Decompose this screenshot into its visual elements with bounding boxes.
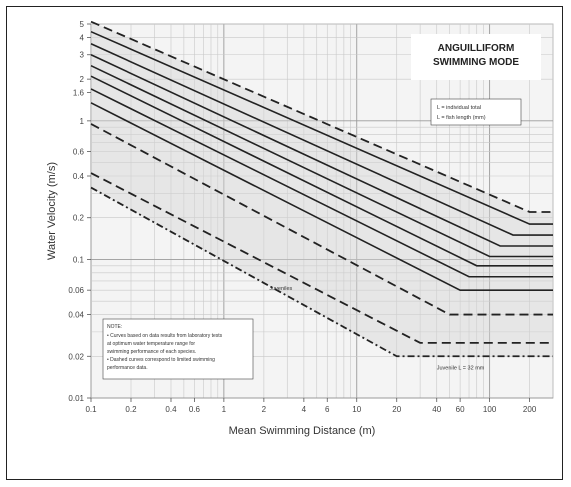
x-tick-label: 4 (302, 405, 307, 414)
series-line-9 (90, 172, 553, 344)
y-tick-label: 0.02 (68, 352, 84, 361)
x-tick-label: 0.4 (165, 405, 177, 414)
x-tick-label: 0.1 (85, 405, 97, 414)
series-line-7 (90, 102, 553, 291)
x-tick-label: 40 (432, 405, 441, 414)
x-tick-label: 0.6 (189, 405, 201, 414)
note-line: swimming performance of each species. (107, 349, 196, 355)
chart-svg: 0.1 0.2 0.4 0.6 1 2 4 6 10 20 40 60 100 200 0.01 0.02 0.… (46, 20, 554, 437)
series-line-10 (90, 186, 553, 358)
y-tick-label: 0.01 (68, 394, 84, 403)
x-tick-label: 6 (325, 405, 330, 414)
series-line-0 (90, 20, 553, 213)
y-axis-label: Water Velocity (m/s) (46, 162, 58, 260)
x-tick-label: 60 (456, 405, 465, 414)
series-line-2 (90, 43, 553, 236)
legend-entry: L = fish length (mm) (437, 115, 486, 121)
y-tick-label: 5 (80, 20, 85, 29)
x-tick-label: 2 (262, 405, 267, 414)
y-tick-label: 0.2 (73, 214, 85, 223)
y-tick-label: 0.06 (68, 286, 84, 295)
y-tick-label: 0.6 (73, 148, 85, 157)
legend-entry: L = individual total (437, 105, 481, 111)
x-tick-label: 1 (222, 405, 227, 414)
y-tick-label: 2 (80, 75, 85, 84)
x-tick-label: 0.2 (125, 405, 137, 414)
chart-frame: 0.1 0.2 0.4 0.6 1 2 4 6 10 20 40 60 100 200 0.01 0.02 0.… (6, 6, 563, 480)
note-box (102, 318, 254, 380)
y-tick-label: 0.1 (73, 255, 85, 264)
x-axis-label: Mean Swimming Distance (m) (229, 425, 376, 437)
title-box (411, 34, 541, 80)
x-tick-label: 100 (483, 405, 497, 414)
series-line-3 (90, 54, 553, 247)
annotation-1: Juveniles (269, 286, 292, 292)
note-line: performance data. (107, 365, 148, 371)
note-heading: NOTE: (107, 324, 122, 330)
y-tick-label: 3 (80, 51, 85, 60)
legend-box (430, 98, 522, 126)
note-line: • Curves based on data results from labo… (107, 333, 223, 339)
series-line-4 (90, 64, 553, 258)
x-tick-label: 200 (523, 405, 537, 414)
annotation-0: Juvenile L = 32 mm (437, 366, 485, 372)
y-tick-label: 1 (80, 117, 85, 126)
y-tick-label: 0.4 (73, 172, 85, 181)
series-line-8 (90, 123, 553, 316)
note-line: • Dashed curves correspond to limited sw… (107, 357, 215, 363)
note-line: at optimum water temperature range for (107, 341, 195, 347)
y-tick-label: 1.6 (73, 89, 85, 98)
x-tick-label: 10 (352, 405, 361, 414)
y-tick-label: 0.04 (68, 311, 84, 320)
series-line-6 (90, 88, 553, 278)
x-tick-label: 20 (392, 405, 401, 414)
chart-title-line: ANGUILLIFORM (438, 43, 515, 54)
chart-title-line: SWIMMING MODE (433, 57, 519, 68)
series-line-1 (90, 30, 553, 225)
y-tick-label: 4 (80, 33, 85, 42)
series-line-5 (90, 75, 553, 267)
